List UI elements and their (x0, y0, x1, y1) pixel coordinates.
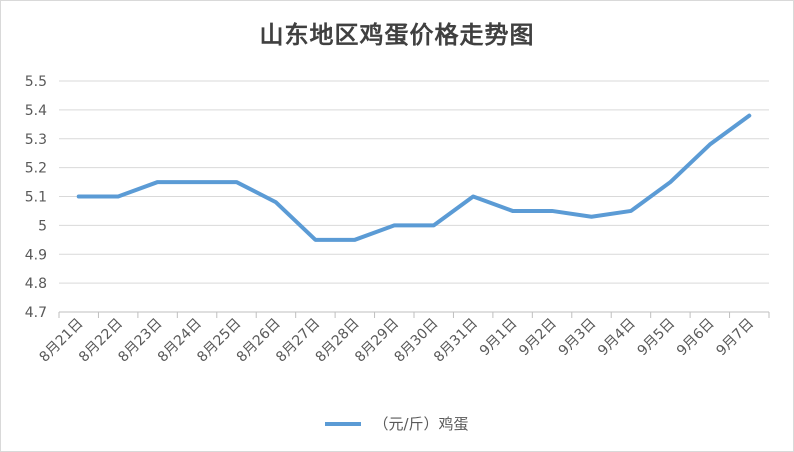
series-line (76, 113, 752, 242)
y-tick-label: 5.2 (25, 161, 47, 177)
y-tick-label: 4.7 (25, 305, 47, 321)
legend-label: （元/斤）鸡蛋 (373, 415, 469, 433)
legend: （元/斤）鸡蛋 (1, 413, 793, 434)
legend-swatch (325, 421, 362, 426)
x-tick-label: 9月6日 (674, 316, 718, 360)
x-tick-label: 9月3日 (556, 316, 600, 360)
x-tick-label: 9月4日 (595, 316, 639, 360)
x-tick-label: 9月1日 (477, 316, 521, 360)
y-tick-label: 5.1 (25, 190, 47, 206)
y-tick-label: 5 (38, 218, 47, 234)
x-tick-label: 8月31日 (431, 316, 481, 366)
y-tick-label: 5.4 (25, 103, 47, 119)
y-tick-label: 4.9 (25, 247, 47, 263)
x-tick-label: 9月5日 (634, 316, 678, 360)
y-tick-label: 5.3 (25, 132, 47, 148)
y-tick-label: 4.8 (25, 276, 47, 292)
y-tick-label: 5.5 (25, 74, 47, 90)
x-tick-label: 9月2日 (516, 316, 560, 360)
x-tick-label: 9月7日 (713, 316, 757, 360)
chart-title: 山东地区鸡蛋价格走势图 (259, 20, 535, 49)
